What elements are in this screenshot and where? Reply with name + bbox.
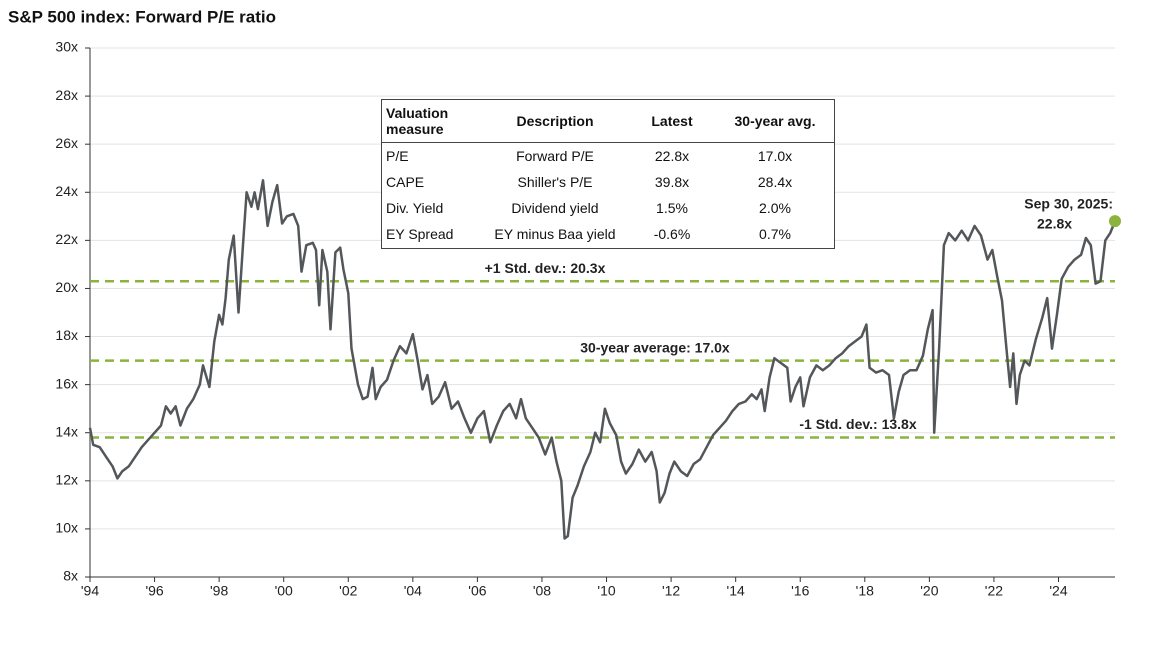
y-tick-label: 16x <box>55 375 78 391</box>
table-row: EY Spread EY minus Baa yield -0.6% 0.7% <box>382 221 834 247</box>
x-tick-label: '08 <box>533 583 551 599</box>
table-cell: 2.0% <box>759 200 791 216</box>
annotation: 22.8x <box>1037 216 1072 232</box>
table-header: Valuation measure Description Latest 30-… <box>382 100 834 143</box>
table-cell: -0.6% <box>653 226 691 242</box>
x-tick-label: '22 <box>985 583 1003 599</box>
x-tick-label: '24 <box>1049 583 1067 599</box>
y-tick-label: 12x <box>55 472 78 488</box>
x-tick-label: '20 <box>920 583 938 599</box>
table-cell: Div. Yield <box>386 200 444 216</box>
x-tick-label: '98 <box>210 583 228 599</box>
table-cell: EY minus Baa yield <box>494 226 616 242</box>
table-body: P/E Forward P/E 22.8x 17.0x CAPE Shiller's P/… <box>382 143 834 248</box>
y-tick-label: 14x <box>55 423 78 439</box>
x-tick-label: '18 <box>856 583 874 599</box>
y-tick-label: 26x <box>55 135 78 151</box>
valuation-table: Valuation measure Description Latest 30-… <box>381 99 835 249</box>
table: Valuation measure Description Latest 30-… <box>382 100 834 247</box>
x-tick-label: '14 <box>727 583 745 599</box>
table-cell: 0.7% <box>759 226 791 242</box>
table-cell: Shiller's P/E <box>517 174 593 190</box>
table-cell: Dividend yield <box>511 200 599 216</box>
header-cell: Latest <box>628 100 716 143</box>
y-tick-label: 24x <box>55 183 78 199</box>
latest-point <box>1109 215 1121 228</box>
y-tick-label: 28x <box>55 87 78 103</box>
header-cell: Description <box>482 100 628 143</box>
y-tick-label: 8x <box>63 568 78 584</box>
header-cell: Valuation measure <box>382 100 482 143</box>
y-tick-label: 18x <box>55 327 78 343</box>
table-row: P/E Forward P/E 22.8x 17.0x <box>382 143 834 170</box>
x-tick-label: '12 <box>662 583 680 599</box>
y-tick-label: 22x <box>55 231 78 247</box>
x-tick-label: '10 <box>597 583 615 599</box>
table-cell: EY Spread <box>386 226 454 242</box>
x-tick-label: '06 <box>468 583 486 599</box>
y-tick-label: 20x <box>55 279 78 295</box>
x-tick-label: '00 <box>275 583 293 599</box>
annotation: Sep 30, 2025: <box>1024 196 1113 212</box>
reference-label: +1 Std. dev.: 20.3x <box>485 260 606 276</box>
chart-title: S&P 500 index: Forward P/E ratio <box>8 7 276 26</box>
table-cell: 22.8x <box>654 148 690 164</box>
table-cell: 1.5% <box>656 200 688 216</box>
x-tick-label: '04 <box>404 583 422 599</box>
table-cell: P/E <box>386 148 409 164</box>
table-cell: 28.4x <box>757 174 793 190</box>
x-tick-label: '96 <box>145 583 163 599</box>
y-tick-label: 10x <box>55 520 78 536</box>
x-tick-label: '02 <box>339 583 357 599</box>
reference-label: 30-year average: 17.0x <box>580 339 730 355</box>
pe-line <box>88 179 1117 540</box>
table-row: Div. Yield Dividend yield 1.5% 2.0% <box>382 195 834 221</box>
table-row: CAPE Shiller's P/E 39.8x 28.4x <box>382 169 834 195</box>
x-tick-label: '94 <box>81 583 99 599</box>
table-cell: 17.0x <box>757 148 793 164</box>
reference-label: -1 Std. dev.: 13.8x <box>799 416 916 432</box>
table-cell: Forward P/E <box>516 148 594 164</box>
y-tick-label: 30x <box>55 39 78 55</box>
header-cell: 30-year avg. <box>716 100 834 143</box>
table-cell: 39.8x <box>654 174 690 190</box>
table-cell: CAPE <box>386 174 425 190</box>
x-tick-label: '16 <box>791 583 809 599</box>
